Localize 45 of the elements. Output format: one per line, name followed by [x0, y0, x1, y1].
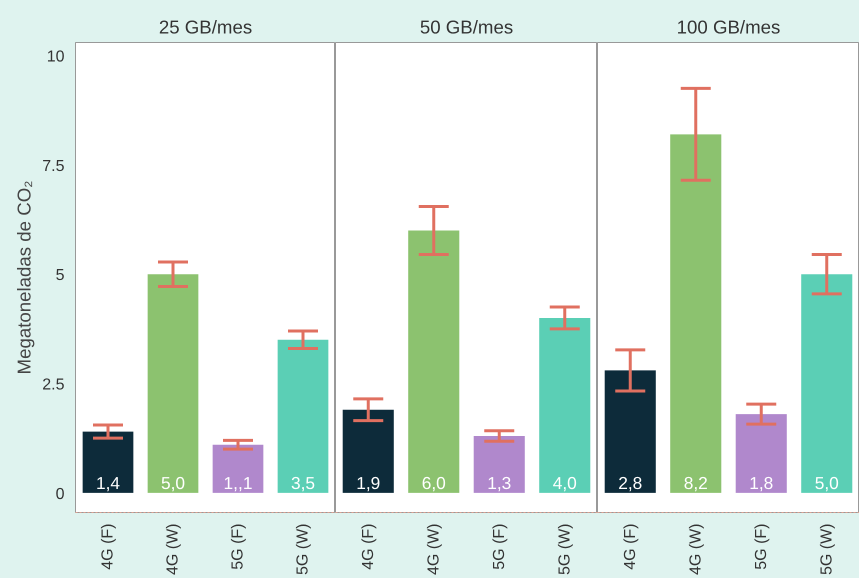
x-tick-label: 5G (F) [230, 524, 246, 570]
bar [604, 370, 656, 493]
data-label: 5,0 [160, 472, 186, 493]
data-label: 3,5 [290, 472, 316, 493]
data-label: 8,2 [684, 472, 708, 493]
chart-title: 50 GB/mes [420, 16, 514, 38]
bar [342, 410, 394, 493]
x-tick-label: 4G (W) [687, 524, 704, 576]
data-label: 1,8 [749, 472, 774, 493]
y-tick-label: 2.5 [42, 376, 65, 394]
chart-title: 25 GB/mes [158, 16, 252, 38]
y-tick-label: 0 [56, 486, 65, 503]
bar [212, 444, 264, 493]
y-tick-label: 7.5 [42, 158, 65, 175]
chart-title: 100 GB/mes [676, 16, 780, 38]
bar [539, 318, 590, 493]
bar [82, 432, 134, 493]
x-tick-label: 4G (F) [100, 524, 116, 570]
y-tick-label: 5 [56, 267, 65, 284]
x-tick-label: 4G (F) [622, 524, 639, 570]
data-label: 2,8 [618, 472, 642, 493]
x-tick-label: 4G (W) [425, 524, 442, 576]
data-label: 1,,1 [224, 472, 252, 493]
x-tick-label: 5G (W) [818, 524, 836, 576]
bar [670, 134, 722, 493]
y-axis-title: Megatoneladas de CO₂ [13, 180, 34, 374]
data-label: 4,0 [552, 472, 577, 493]
bar [801, 274, 852, 493]
bar [736, 414, 787, 493]
x-tick-label: 5G (F) [752, 524, 770, 570]
x-tick-label: 5G (W) [294, 524, 312, 576]
x-tick-label: 5G (F) [490, 524, 508, 570]
data-label: 1,3 [487, 472, 512, 493]
y-tick-label: 10 [46, 48, 65, 66]
bar [278, 340, 328, 493]
data-label: 1,9 [356, 472, 380, 493]
data-label: 5,0 [814, 472, 839, 493]
x-tick-label: 4G (W) [164, 524, 182, 576]
bar [408, 230, 460, 493]
data-label: 1,4 [96, 472, 120, 493]
x-tick-label: 5G (W) [556, 524, 574, 576]
data-label: 6,0 [422, 472, 446, 493]
bar [148, 274, 198, 493]
bar [474, 436, 525, 493]
x-tick-label: 4G (F) [360, 524, 377, 570]
